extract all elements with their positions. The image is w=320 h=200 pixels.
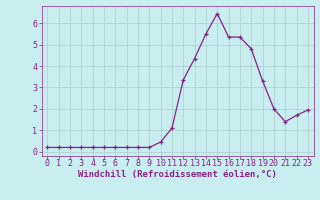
X-axis label: Windchill (Refroidissement éolien,°C): Windchill (Refroidissement éolien,°C): [78, 170, 277, 179]
